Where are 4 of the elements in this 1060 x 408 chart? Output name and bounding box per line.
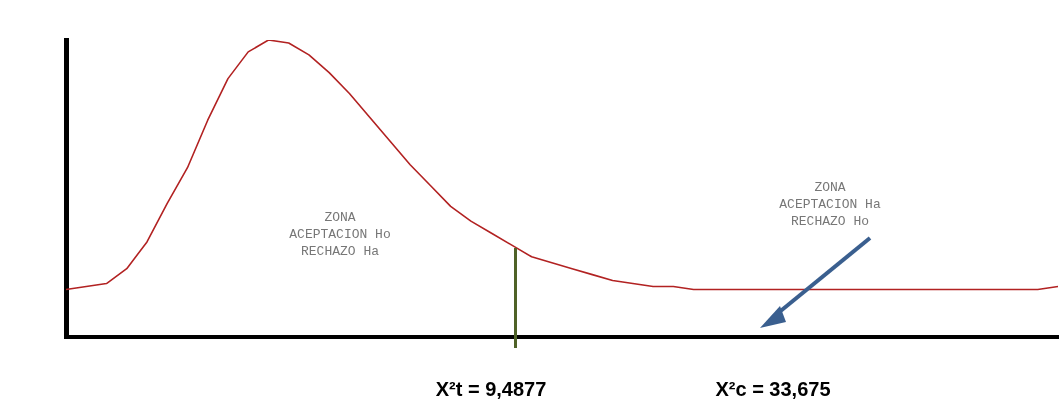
annotation: ZONA ACEPTACION Ho RECHAZO Ha [289,210,391,260]
text: X²c = 33,675 [715,377,831,400]
text: X²t = 9,4877 [435,377,547,400]
annotation: ZONA ACEPTACION Ha RECHAZO Ho [779,180,881,230]
